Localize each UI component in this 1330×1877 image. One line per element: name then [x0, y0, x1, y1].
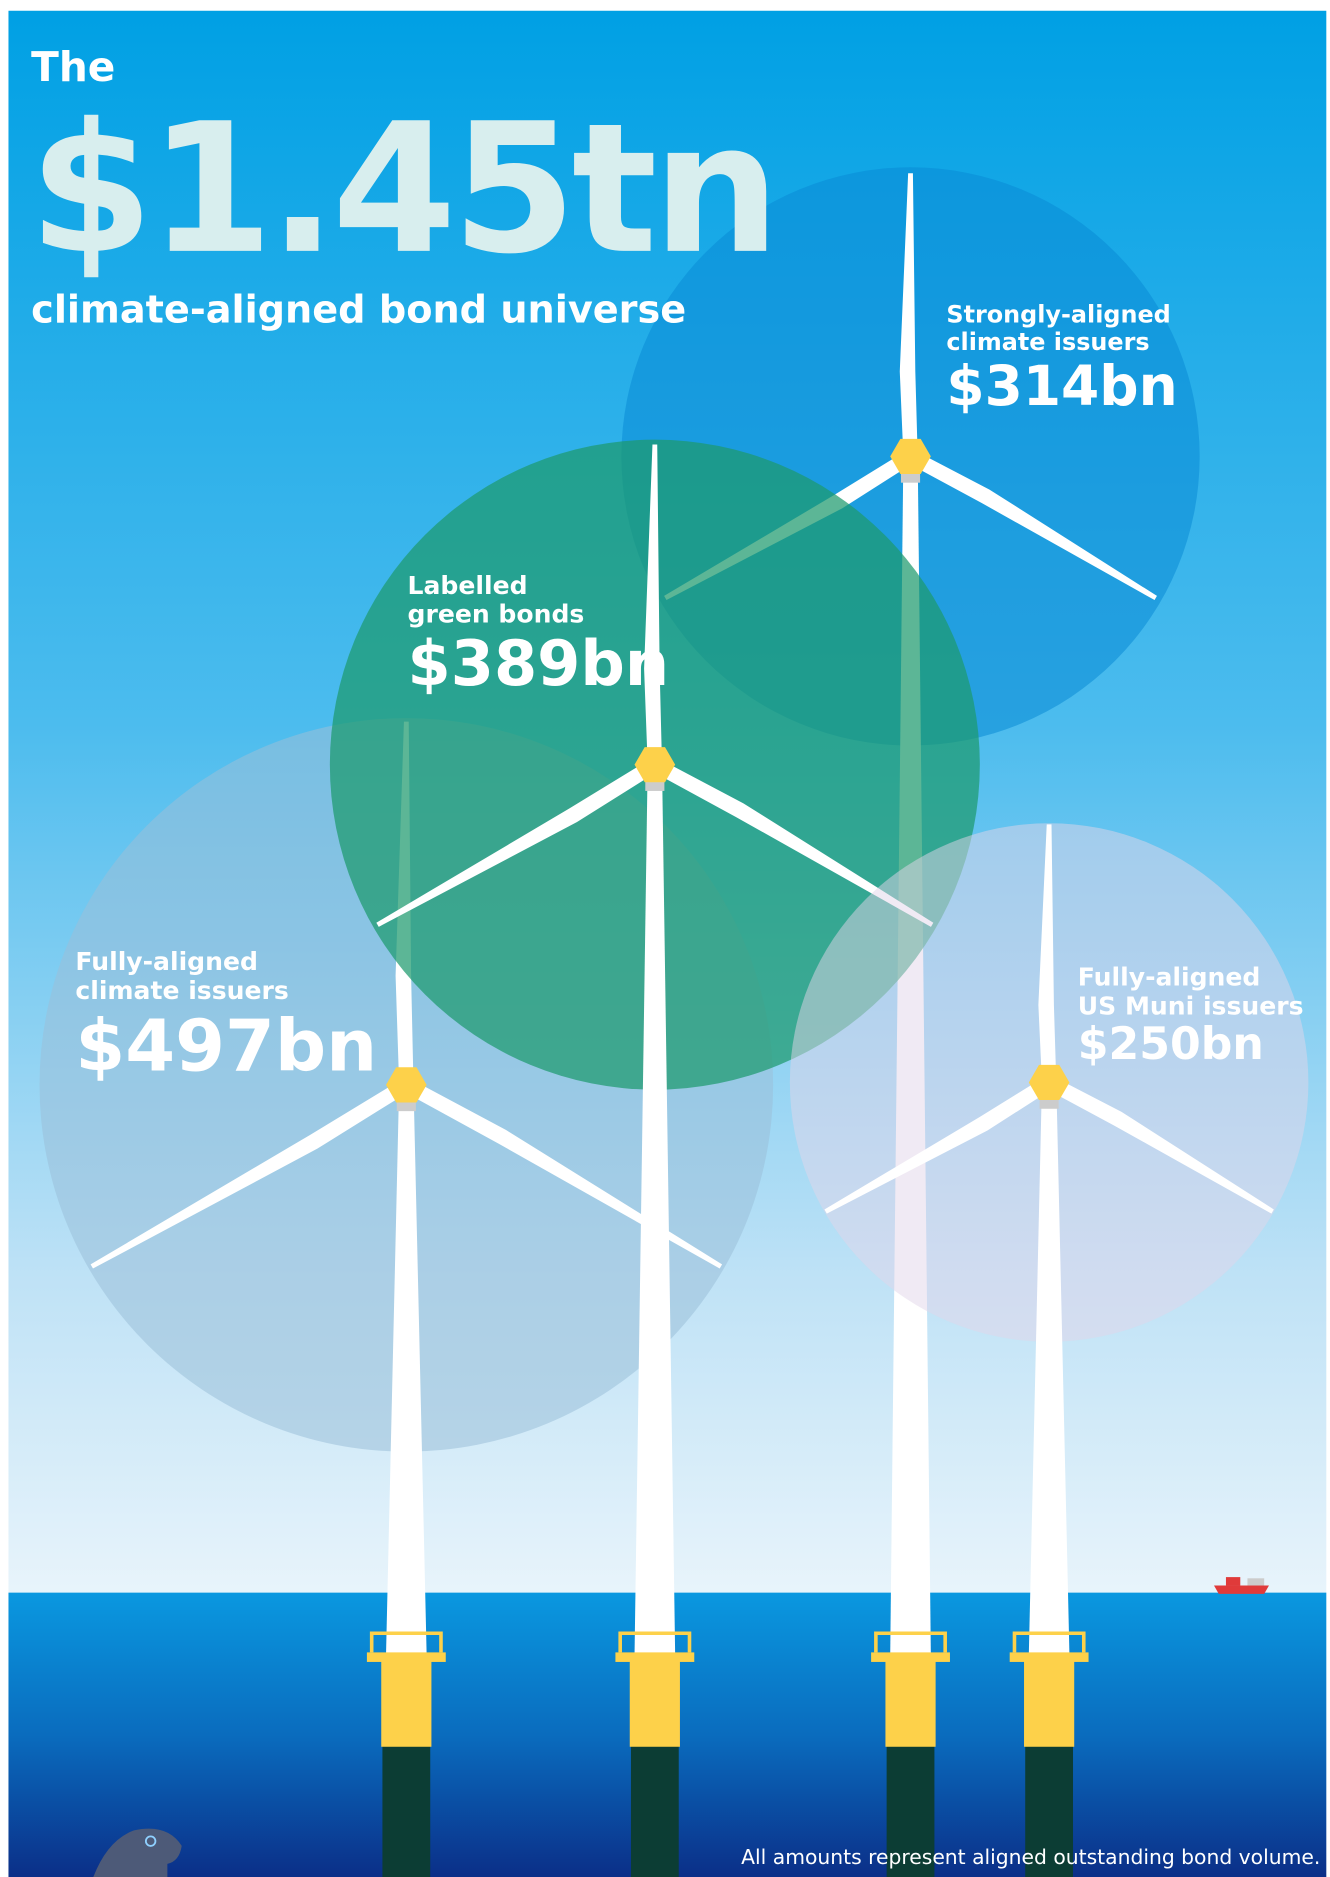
- turbine: [376, 444, 934, 1877]
- segment-label: Strongly-aligned: [946, 301, 1170, 329]
- segment-amount: $250bn: [1078, 1019, 1264, 1070]
- platform: [871, 1652, 950, 1662]
- tower: [1028, 1082, 1070, 1655]
- segment-amount: $389bn: [408, 627, 670, 700]
- segment-amount: $497bn: [75, 1004, 377, 1088]
- headline-amount: $1.45tn: [29, 86, 776, 294]
- footnote: All amounts represent aligned outstandin…: [741, 1845, 1320, 1869]
- segment-label: climate issuers: [75, 976, 288, 1005]
- railing: [1012, 1631, 1086, 1653]
- hub: [1028, 1064, 1070, 1101]
- platform: [366, 1652, 446, 1662]
- headline-subtitle: climate-aligned bond universe: [31, 289, 686, 333]
- blade: [376, 758, 659, 927]
- blade: [90, 1078, 410, 1269]
- platform: [615, 1652, 695, 1662]
- turbine: [824, 824, 1274, 1877]
- blade: [1045, 1076, 1274, 1214]
- hub: [890, 438, 931, 474]
- railing: [618, 1631, 692, 1653]
- seal: [93, 1828, 182, 1877]
- segment-label: Fully-aligned: [75, 947, 258, 976]
- segment-label: Labelled: [408, 571, 528, 600]
- foundation: [885, 1660, 936, 1747]
- ship: [1214, 1577, 1269, 1594]
- segment-amount: $314bn: [946, 354, 1177, 418]
- blade: [899, 173, 918, 457]
- blade: [1038, 824, 1057, 1083]
- segment-label: green bonds: [408, 600, 585, 629]
- blade: [651, 758, 934, 927]
- headline-lead: The: [31, 43, 115, 91]
- segment-label: climate issuers: [946, 328, 1149, 356]
- railing: [874, 1631, 947, 1653]
- segment-label: US Muni issuers: [1078, 992, 1304, 1021]
- hub: [386, 1067, 427, 1103]
- blade: [824, 1076, 1053, 1214]
- water-column: [886, 1744, 935, 1877]
- foundation: [381, 1660, 432, 1747]
- tower: [386, 1084, 427, 1655]
- water-column: [1025, 1744, 1074, 1877]
- foundation: [1024, 1660, 1075, 1747]
- blade: [644, 444, 663, 765]
- tower: [634, 764, 676, 1655]
- water-column: [630, 1744, 679, 1877]
- railing: [369, 1631, 443, 1653]
- water-column: [382, 1744, 431, 1877]
- foundation: [629, 1660, 680, 1747]
- hub: [634, 747, 676, 783]
- platform: [1009, 1652, 1089, 1662]
- blade: [906, 450, 1157, 601]
- segment-label: Fully-aligned: [1078, 963, 1261, 992]
